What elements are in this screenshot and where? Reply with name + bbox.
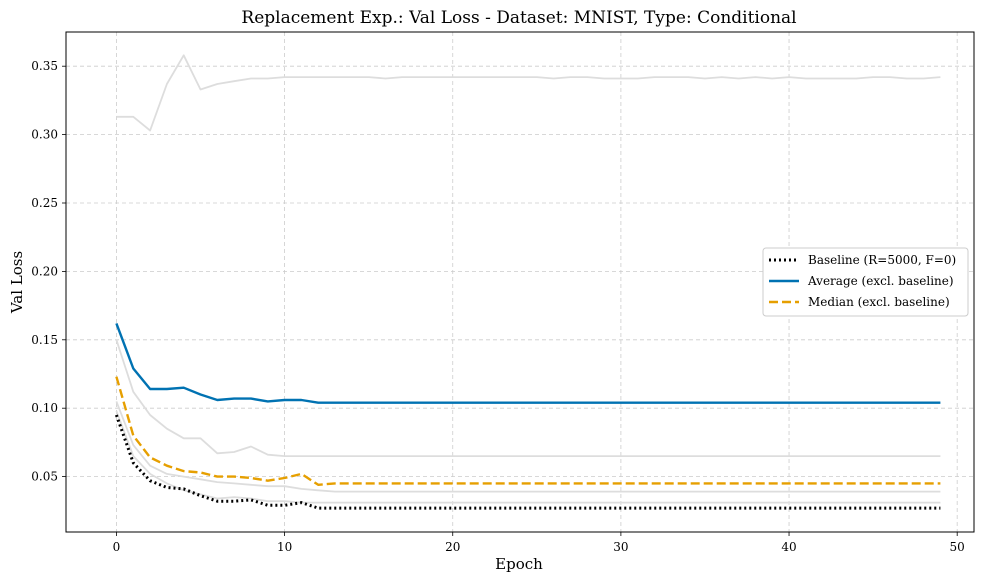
chart-title: Replacement Exp.: Val Loss - Dataset: MN… xyxy=(241,8,796,28)
series-lines xyxy=(114,322,941,510)
y-tick-label: 0.30 xyxy=(31,128,58,142)
y-tick-label: 0.20 xyxy=(31,264,58,278)
x-axis-label: Epoch xyxy=(495,555,543,573)
legend-label: Baseline (R=5000, F=0) xyxy=(808,253,956,267)
y-tick-label: 0.15 xyxy=(31,333,58,347)
background-series-lines xyxy=(115,54,941,504)
y-tick-label: 0.05 xyxy=(31,470,58,484)
plot-frame xyxy=(65,31,975,533)
series-line xyxy=(114,414,941,510)
background-series-line xyxy=(115,410,941,504)
legend-label: Average (excl. baseline) xyxy=(807,274,954,288)
y-tick-label: 0.10 xyxy=(31,401,58,415)
y-axis-label: Val Loss xyxy=(8,251,26,314)
background-series-line xyxy=(115,401,941,493)
x-tick-label: 20 xyxy=(445,540,460,554)
x-tick-label: 50 xyxy=(950,540,965,554)
x-tick-label: 30 xyxy=(613,540,628,554)
y-tick-label: 0.35 xyxy=(31,59,58,73)
x-tick-label: 10 xyxy=(277,540,292,554)
series-line xyxy=(115,376,941,486)
legend-box xyxy=(762,247,969,317)
x-tick-label: 0 xyxy=(113,540,121,554)
y-axis-ticks: 0.05 0.10 0.15 0.20 0.25 0.30 0.35 xyxy=(31,59,66,484)
x-axis-ticks: 0 10 20 30 40 50 xyxy=(113,532,965,554)
background-series-line xyxy=(115,339,941,458)
legend: Baseline (R=5000, F=0) Average (excl. bas… xyxy=(762,247,969,317)
legend-label: Median (excl. baseline) xyxy=(808,295,950,309)
x-tick-label: 40 xyxy=(781,540,796,554)
y-tick-label: 0.25 xyxy=(31,196,58,210)
background-series-line xyxy=(116,54,941,132)
series-line xyxy=(115,322,941,404)
